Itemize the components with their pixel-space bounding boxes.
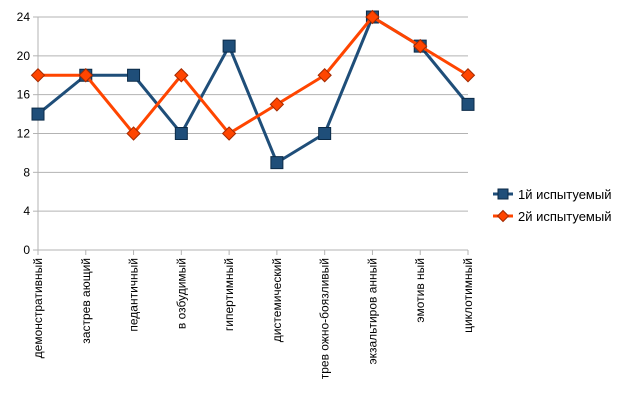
legend: 1й испытуемый 2й испытуемый	[493, 187, 611, 224]
x-tick-label: гипертимный	[222, 258, 236, 331]
y-tick-label: 12	[17, 127, 31, 141]
data-point	[317, 68, 332, 83]
data-point	[174, 127, 188, 140]
x-tick-label: в озбудимый	[174, 258, 188, 329]
x-tick-label: циклотимный	[461, 258, 475, 333]
x-tick-label: дистемический	[270, 258, 284, 342]
x-tick-label: трев ожно-боязливый	[318, 258, 332, 379]
x-tick-label: экзальтиров анный	[365, 258, 379, 365]
series-layer	[30, 9, 476, 170]
series-line	[38, 15, 469, 135]
y-tick-label: 16	[17, 88, 31, 102]
data-point	[365, 9, 380, 25]
y-tick-label: 8	[23, 165, 30, 179]
legend-marker	[496, 209, 510, 223]
x-tick-label: демонстративный	[31, 258, 45, 358]
data-point	[174, 68, 189, 83]
legend-item: 2й испытуемый	[493, 209, 611, 224]
legend-marker	[497, 188, 509, 200]
data-point	[270, 156, 284, 170]
data-point	[78, 68, 93, 83]
data-point	[221, 126, 237, 141]
series-2	[30, 9, 476, 141]
x-tick-label: педантичный	[127, 258, 141, 332]
data-point	[30, 68, 46, 83]
data-point	[126, 126, 141, 141]
series-line	[37, 15, 470, 165]
data-point	[269, 97, 285, 112]
data-point	[460, 68, 476, 83]
data-point	[461, 97, 475, 111]
data-point	[222, 39, 236, 53]
y-tick-label: 4	[23, 204, 30, 218]
data-point	[31, 107, 45, 121]
x-tick-label: застрев ающий	[79, 258, 93, 344]
data-point	[413, 38, 428, 54]
axes	[33, 16, 469, 255]
data-point	[318, 127, 332, 140]
y-tick-label: 20	[17, 49, 31, 63]
legend-item: 1й испытуемый	[493, 187, 611, 202]
legend-label: 2й испытуемый	[518, 209, 611, 224]
gridlines	[38, 16, 468, 251]
y-axis-tick-labels: 0 4 8 12 16 20 24	[17, 10, 31, 257]
x-tick-label: эмотив ный	[413, 258, 427, 323]
legend-label: 1й испытуемый	[518, 187, 611, 202]
y-tick-label: 0	[23, 243, 30, 257]
y-tick-label: 24	[17, 10, 31, 24]
data-point	[127, 68, 141, 82]
x-axis-tick-labels: демонстративный застрев ающий педантичный в…	[31, 258, 475, 379]
